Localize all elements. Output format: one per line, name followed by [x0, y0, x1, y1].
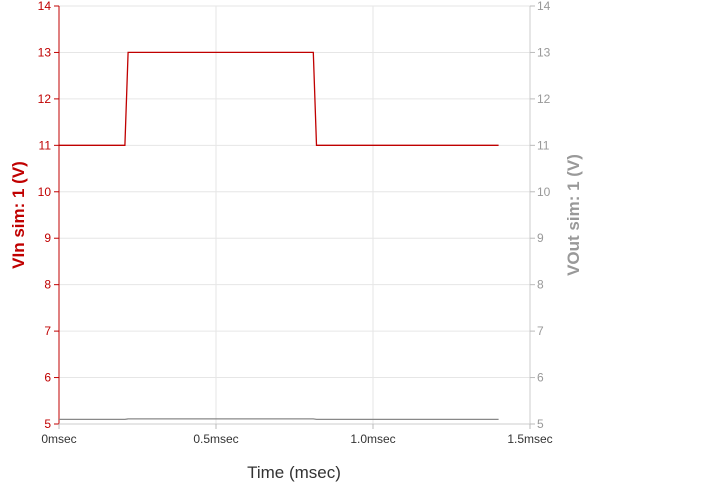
x-tick-label: 1.5msec [507, 432, 552, 446]
x-axis-title: Time (msec) [247, 463, 341, 482]
right-tick-label: 6 [537, 371, 544, 385]
series [59, 51, 499, 421]
right-tick-label: 11 [537, 138, 550, 152]
left-y-ticks: 5 6 7 8 9 10 11 12 13 14 [38, 0, 59, 431]
right-axis-title: VOut sim: 1 (V) [564, 154, 583, 276]
right-y-ticks: 5 6 7 8 9 10 11 12 13 14 [530, 0, 551, 431]
x-tick-label: 0msec [41, 432, 76, 446]
right-tick-label: 5 [537, 417, 544, 431]
vout-series-line [59, 418, 499, 421]
right-tick-label: 12 [537, 92, 551, 106]
left-tick-label: 11 [39, 138, 52, 152]
left-tick-label: 12 [38, 92, 52, 106]
right-tick-label: 10 [537, 185, 551, 199]
x-tick-label: 0.5msec [193, 432, 238, 446]
left-tick-label: 9 [44, 231, 51, 245]
right-tick-label: 8 [537, 278, 544, 292]
left-tick-label: 13 [38, 45, 52, 59]
right-tick-label: 14 [537, 0, 551, 13]
vin-series-line [59, 51, 499, 146]
right-tick-label: 7 [537, 324, 544, 338]
left-tick-label: 5 [44, 417, 51, 431]
axes [58, 6, 531, 425]
left-tick-label: 8 [44, 278, 51, 292]
right-tick-label: 9 [537, 231, 544, 245]
left-axis-title: VIn sim: 1 (V) [9, 161, 28, 269]
x-ticks: 0msec 0.5msec 1.0msec 1.5msec [41, 424, 553, 446]
right-tick-label: 13 [537, 45, 551, 59]
left-tick-label: 7 [44, 324, 51, 338]
grid [58, 5, 531, 425]
left-tick-label: 10 [38, 185, 52, 199]
left-tick-label: 6 [44, 371, 51, 385]
left-tick-label: 14 [38, 0, 52, 13]
x-tick-label: 1.0msec [350, 432, 395, 446]
